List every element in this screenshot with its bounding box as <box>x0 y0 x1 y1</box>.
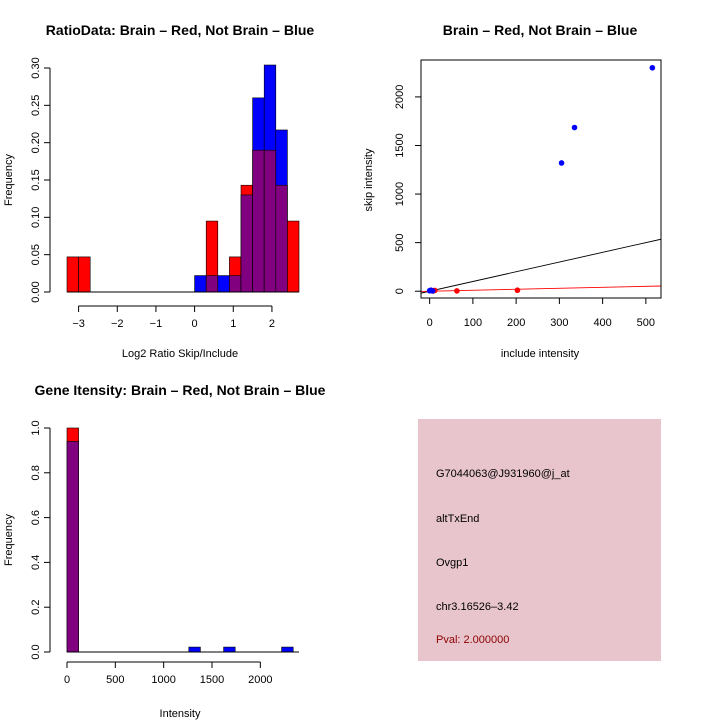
scatter-point-brain <box>454 288 460 294</box>
ratio-y-tick-label: 0.30 <box>30 57 42 78</box>
ratio-y-tick-label: 0.10 <box>30 207 42 228</box>
scatter-point-notbrain <box>571 124 578 131</box>
scatter-x-tick-label: 200 <box>507 317 525 329</box>
gene-axes: 0 500 1000 1500 2000 0.0 0.2 0.4 0.6 0.8 1.0 <box>30 420 299 686</box>
scatter-point-notbrain <box>649 64 656 71</box>
scatter-line-identity <box>421 238 661 294</box>
info-location: chr3.16526–3.42 <box>436 601 519 613</box>
scatter-x-tick-label: 400 <box>593 317 611 329</box>
ratio-histogram-panel: RatioData: Brain – Red, Not Brain – Blue… <box>3 22 314 360</box>
ratio-bar-overlap <box>240 194 253 293</box>
info-pval: Pval: 2.000000 <box>436 634 509 646</box>
gene-ylabel: Frequency <box>3 514 15 566</box>
scatter-point-notbrain <box>429 288 436 294</box>
scatter-ylabel: skip intensity <box>363 148 375 211</box>
ratio-axes: −3 −2 −1 0 1 2 0.00 0.05 0.10 0.15 0.20 0.25 0.30 <box>30 57 299 330</box>
gene-x-tick-label: 0 <box>64 674 70 686</box>
scatter-xlabel: include intensity <box>501 348 580 360</box>
probe-info-panel: G7044063@J931960@j_at altTxEnd Ovgp1 chr… <box>418 419 661 661</box>
info-gene-name: Ovgp1 <box>436 557 468 569</box>
ratio-bar-brain <box>287 220 300 293</box>
ratio-bar-overlap <box>205 275 219 293</box>
gene-title: Gene Itensity: Brain – Red, Not Brain – … <box>35 382 326 398</box>
ratio-y-tick-label: 0.05 <box>30 244 42 265</box>
ratio-x-tick-label: −3 <box>72 318 85 330</box>
gene-y-tick-label: 1.0 <box>30 420 42 435</box>
scatter-y-tick-label: 0 <box>394 288 406 294</box>
gene-bar-overlap <box>66 441 79 653</box>
scatter-point-notbrain <box>558 160 565 166</box>
gene-intensity-panel: Gene Itensity: Brain – Red, Not Brain – … <box>3 382 326 720</box>
scatter-lines <box>421 238 661 294</box>
gene-x-tick-label: 1000 <box>151 674 175 686</box>
scatter-x-tick-label: 300 <box>550 317 568 329</box>
ratio-y-tick-label: 0.20 <box>30 132 42 153</box>
scatter-line-brain-fit <box>421 285 661 292</box>
ratio-x-tick-label: 0 <box>192 318 198 330</box>
info-background <box>418 419 661 661</box>
scatter-x-tick-label: 100 <box>464 317 482 329</box>
ratio-y-tick-label: 0.00 <box>30 281 42 302</box>
info-event-type: altTxEnd <box>436 513 479 525</box>
intensity-scatter-panel: Brain – Red, Not Brain – Blue 0 100 200 300… <box>363 22 662 360</box>
gene-bar-notbrain <box>188 646 201 653</box>
scatter-marks <box>421 64 661 294</box>
gene-y-tick-label: 0.4 <box>30 555 42 570</box>
gene-x-tick-label: 2000 <box>248 674 272 686</box>
ratio-bar-overlap <box>275 184 288 293</box>
scatter-y-tick-label: 1500 <box>394 133 406 157</box>
scatter-y-tick-label: 500 <box>394 233 406 251</box>
ratio-bar-overlap <box>229 275 242 293</box>
gene-y-tick-label: 0.8 <box>30 465 42 480</box>
ratio-bars <box>66 64 300 293</box>
gene-y-tick-label: 0.2 <box>30 600 42 615</box>
gene-x-tick-label: 1500 <box>200 674 224 686</box>
scatter-frame <box>420 59 662 299</box>
scatter-axes: 0 100 200 300 400 500 0 500 1000 1500 2000 <box>394 59 662 329</box>
gene-bar-notbrain <box>281 646 294 653</box>
ratio-y-tick-label: 0.15 <box>30 169 42 190</box>
gene-bar-notbrain <box>223 646 236 653</box>
ratio-x-tick-label: 2 <box>269 318 275 330</box>
gene-y-tick-label: 0.0 <box>30 644 42 659</box>
scatter-title: Brain – Red, Not Brain – Blue <box>443 22 638 38</box>
ratio-bar-overlap <box>263 149 277 293</box>
ratio-bar-brain <box>78 256 91 293</box>
ratio-bar-notbrain <box>217 275 230 293</box>
ratio-title: RatioData: Brain – Red, Not Brain – Blue <box>46 22 315 38</box>
scatter-y-tick-label: 1000 <box>394 182 406 206</box>
ratio-xlabel: Log2 Ratio Skip/Include <box>122 348 238 360</box>
ratio-bar-brain <box>66 256 79 293</box>
scatter-y-tick-label: 2000 <box>394 85 406 109</box>
ratio-x-tick-label: 1 <box>230 318 236 330</box>
scatter-point-brain <box>514 287 521 294</box>
ratio-ylabel: Frequency <box>3 154 15 206</box>
scatter-x-tick-label: 500 <box>637 317 655 329</box>
ratio-bar-overlap <box>252 149 265 293</box>
gene-bars <box>66 427 294 653</box>
info-probe-id: G7044063@J931960@j_at <box>436 468 570 480</box>
ratio-x-tick-label: −2 <box>111 318 124 330</box>
gene-y-tick-label: 0.6 <box>30 510 42 525</box>
scatter-x-tick-label: 0 <box>427 317 433 329</box>
ratio-x-tick-label: −1 <box>150 318 163 330</box>
ratio-bar-notbrain <box>194 275 207 293</box>
gene-xlabel: Intensity <box>160 708 201 720</box>
gene-x-tick-label: 500 <box>106 674 124 686</box>
ratio-y-tick-label: 0.25 <box>30 95 42 116</box>
